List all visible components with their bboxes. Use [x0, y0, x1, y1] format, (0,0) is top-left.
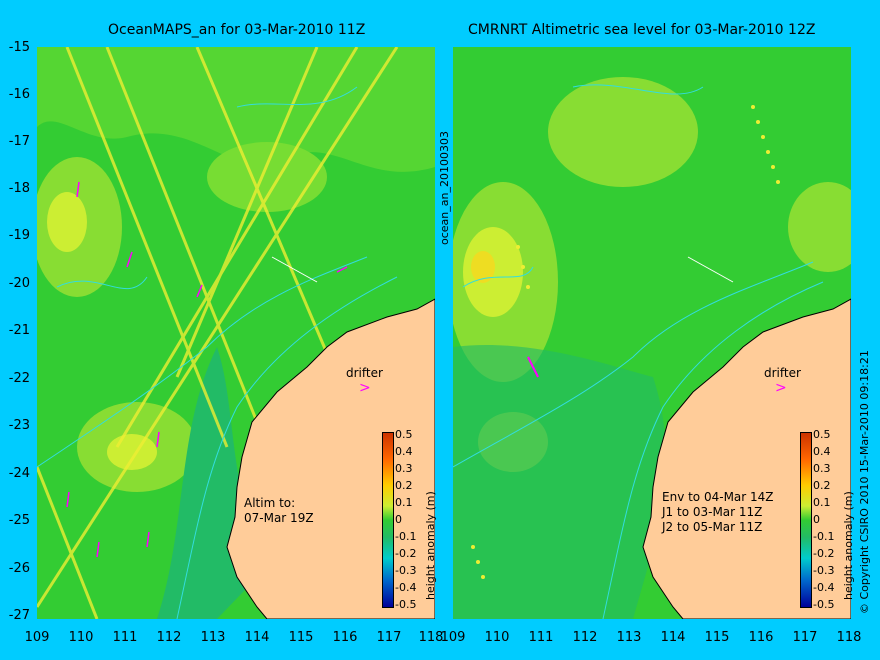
colorbar-tick-label: 0.5 — [395, 428, 413, 441]
colorbar-tick-label: 0.4 — [813, 445, 831, 458]
colorbar-tick-label: -0.1 — [813, 530, 835, 543]
sea-anomaly-peak — [471, 251, 495, 283]
altimeter-points — [471, 105, 780, 579]
sea-anomaly-high — [207, 142, 327, 212]
sea-anomaly-peak — [47, 192, 87, 252]
colorbar-tick-label: 0 — [395, 513, 402, 526]
x-tick-label: 118 — [418, 630, 444, 645]
y-tick-label: -23 — [8, 418, 30, 433]
sea-anomaly-peak — [107, 434, 157, 470]
x-tick-label: 112 — [156, 630, 182, 645]
colorbar-tick-label: 0.4 — [395, 445, 413, 458]
y-tick-label: -17 — [8, 134, 30, 149]
colorbar-tick-label: 0.1 — [813, 496, 831, 509]
transect-line — [271, 256, 318, 283]
satellite-note-line: J1 to 03-Mar 11Z — [662, 505, 763, 519]
colorbar-tick-label: 0.2 — [395, 479, 413, 492]
y-tick-label: -19 — [8, 228, 30, 243]
drifter-track — [527, 356, 539, 378]
x-tick-label: 111 — [112, 630, 138, 645]
y-tick-label: -24 — [8, 466, 30, 481]
colorbar-tick-label: -0.5 — [395, 598, 417, 611]
left-map-panel: > — [37, 47, 435, 619]
y-tick-label: -25 — [8, 513, 30, 528]
transect-line — [687, 256, 734, 283]
satellite-note-line: Env to 04-Mar 14Z — [662, 490, 774, 504]
run-id-label: ocean_an_20100303 — [438, 131, 451, 245]
x-tick-label: 111 — [528, 630, 554, 645]
y-tick-label: -20 — [8, 276, 30, 291]
colorbar-tick-label: 0.3 — [813, 462, 831, 475]
sea-anomaly-high — [548, 77, 698, 187]
x-tick-label: 115 — [704, 630, 730, 645]
colorbar-tick-label: -0.3 — [813, 564, 835, 577]
y-tick-label: -15 — [8, 40, 30, 55]
altimeter-tracks — [37, 47, 399, 619]
x-tick-label: 113 — [616, 630, 642, 645]
colorbar-tick-label: 0 — [813, 513, 820, 526]
left-map-title: OceanMAPS_an for 03-Mar-2010 11Z — [108, 22, 366, 38]
colorbar-tick-label: -0.4 — [813, 581, 835, 594]
right-map-svg: > — [453, 47, 851, 619]
y-tick-label: -27 — [8, 608, 30, 623]
x-tick-label: 110 — [484, 630, 510, 645]
altimetry-note-line: Altim to: — [244, 496, 296, 510]
satellite-note-line: J2 to 05-Mar 11Z — [662, 520, 763, 534]
colorbar-tick-label: -0.5 — [813, 598, 835, 611]
drifter-label: drifter — [346, 366, 383, 380]
x-tick-label: 116 — [332, 630, 358, 645]
right-map-panel: > — [453, 47, 851, 619]
drifter-label: drifter — [764, 366, 801, 380]
colorbar-tick-label: 0.2 — [813, 479, 831, 492]
contour-lines — [37, 86, 398, 619]
x-tick-label: 114 — [660, 630, 686, 645]
copyright-label: © Copyright CSIRO 2010 15-Mar-2010 09:18… — [858, 350, 871, 614]
y-tick-label: -18 — [8, 181, 30, 196]
satellite-note: Env to 04-Mar 14Z J1 to 03-Mar 11Z J2 to… — [662, 490, 774, 535]
y-tick-label: -16 — [8, 87, 30, 102]
colorbar-tick-label: -0.4 — [395, 581, 417, 594]
x-tick-label: 112 — [572, 630, 598, 645]
altimetry-note: Altim to: 07-Mar 19Z — [244, 496, 314, 526]
australia-land — [642, 298, 851, 619]
colorbar-tick-label: -0.2 — [813, 547, 835, 560]
colorbar-tick-label: -0.1 — [395, 530, 417, 543]
drifter-arrows — [66, 181, 348, 558]
x-tick-label: 114 — [244, 630, 270, 645]
x-tick-label: 113 — [200, 630, 226, 645]
x-tick-label: 117 — [792, 630, 818, 645]
left-map-svg: > — [37, 47, 435, 619]
sea-anomaly-low — [453, 344, 666, 619]
drifter-marker: > — [775, 380, 787, 396]
colorbar-tick-label: 0.3 — [395, 462, 413, 475]
colorbar-tick-label: -0.2 — [395, 547, 417, 560]
x-tick-label: 109 — [24, 630, 50, 645]
x-tick-label: 115 — [288, 630, 314, 645]
y-tick-label: -21 — [8, 323, 30, 338]
y-tick-label: -22 — [8, 371, 30, 386]
x-tick-label: 109 — [440, 630, 466, 645]
right-colorbar — [800, 432, 812, 608]
drifter-marker: > — [359, 380, 371, 396]
right-map-title: CMRNRT Altimetric sea level for 03-Mar-2… — [468, 22, 816, 38]
colorbar-tick-label: 0.5 — [813, 428, 831, 441]
sea-anomaly-high — [788, 182, 851, 272]
contour-lines — [453, 84, 824, 619]
left-colorbar-label: height anomaly (m) — [424, 491, 437, 600]
y-tick-label: -26 — [8, 561, 30, 576]
x-tick-label: 110 — [68, 630, 94, 645]
x-tick-label: 116 — [748, 630, 774, 645]
right-colorbar-label: height anomaly (m) — [842, 491, 855, 600]
altimetry-note-line: 07-Mar 19Z — [244, 511, 314, 525]
x-tick-label: 118 — [836, 630, 862, 645]
left-colorbar — [382, 432, 394, 608]
x-tick-label: 117 — [376, 630, 402, 645]
colorbar-tick-label: 0.1 — [395, 496, 413, 509]
colorbar-tick-label: -0.3 — [395, 564, 417, 577]
